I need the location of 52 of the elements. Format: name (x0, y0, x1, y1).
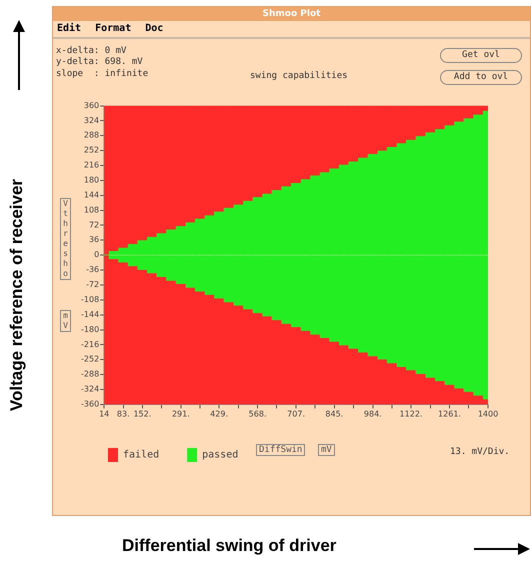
y-tick-label: 324 (84, 116, 100, 125)
text: Edit (57, 23, 82, 34)
text: Get ovl (440, 48, 522, 63)
y-tick-label: -180 (81, 324, 100, 334)
text: Differential swing of driver (122, 536, 336, 556)
y-tick-label: 0 (94, 250, 100, 260)
x-tick-label: 568. (248, 409, 266, 418)
x-tick-label: 1261. (438, 409, 461, 418)
y-tick-label: -72 (86, 280, 100, 290)
text: DiffSwin (256, 444, 306, 456)
x-tick-label: 707. (287, 409, 305, 418)
y-tick-label: 180 (84, 176, 100, 185)
text: 13. mV/Div. (450, 447, 510, 457)
y-tick-label: 144 (84, 190, 100, 200)
x-tick-label: 291. (172, 409, 190, 418)
legend-label: failed (123, 450, 160, 461)
x-tick-label: 845. (325, 409, 344, 418)
y-tick-label: -288 (81, 370, 100, 379)
y-tick-label: -360 (81, 399, 100, 408)
text: Format (95, 23, 132, 34)
y-tick-label: 288 (84, 130, 100, 140)
y-tick-label: 72 (88, 220, 100, 230)
text: y-delta: 698. mV (56, 57, 143, 67)
x-tick-label: 1122. (400, 409, 422, 418)
y-tick-label: 360 (84, 100, 100, 110)
legend-label: passed (202, 450, 238, 461)
x-tick-label: 14 (99, 409, 110, 418)
x-tick-label: 1400 (478, 409, 498, 418)
y-tick-label: 36 (88, 235, 100, 244)
y-tick-label: -216 (81, 340, 100, 349)
text: Doc (145, 23, 164, 34)
chart-title: swing capabilities (250, 71, 348, 81)
y-axis-title: Voltage reference of receiver (7, 178, 27, 414)
y-tick-label: -108 (81, 294, 100, 304)
y-tick-label: -324 (81, 384, 100, 394)
x-tick-label: 429. (210, 409, 228, 418)
x-tick-label: 83. (116, 409, 130, 418)
text: slope : infinite (56, 69, 148, 79)
x-tick-label: 984. (364, 409, 382, 418)
text: Add to ovl (440, 70, 522, 85)
text: x-delta: 0 mV (56, 46, 126, 56)
text: mV (60, 310, 71, 332)
text: Shmoo Plot (53, 7, 530, 21)
text: mV (318, 444, 335, 456)
y-tick-label: -144 (81, 310, 100, 319)
y-tick-label: 252 (84, 146, 100, 155)
y-tick-label: 108 (84, 205, 100, 214)
y-tick-label: 216 (84, 160, 100, 170)
y-tick-label: -252 (81, 354, 100, 364)
text: Vthresho (60, 198, 71, 280)
y-tick-label: -36 (86, 265, 100, 274)
x-tick-label: 152. (133, 409, 152, 418)
